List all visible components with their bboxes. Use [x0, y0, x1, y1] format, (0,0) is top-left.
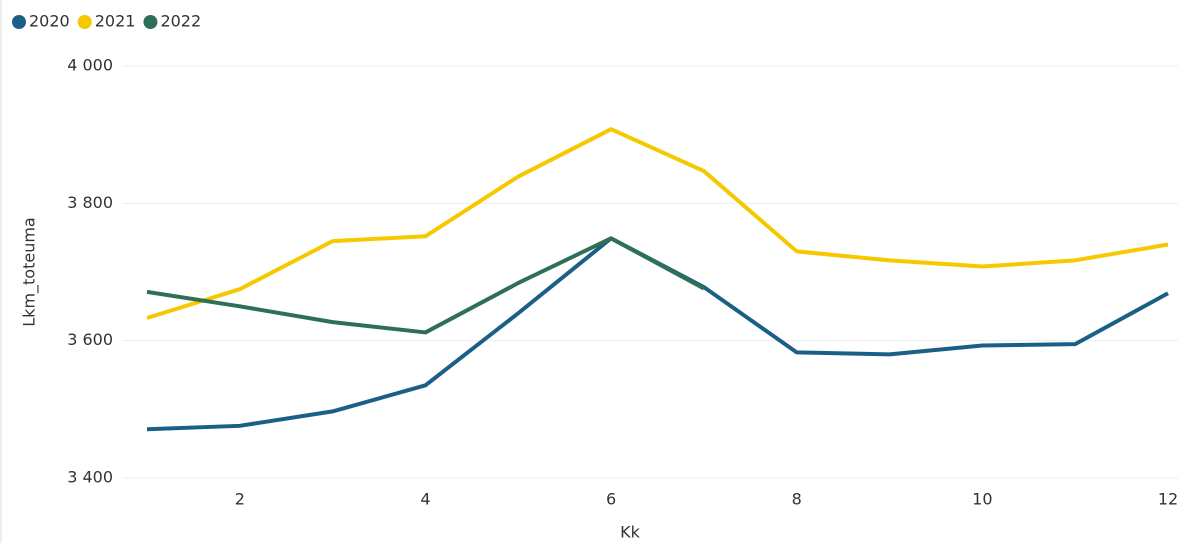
x-tick-label: 12 [1158, 490, 1178, 509]
x-tick-label: 10 [972, 490, 992, 509]
y-tick-label: 3 800 [67, 193, 113, 212]
legend-marker [77, 15, 92, 29]
y-axis-label: Lkm_toteuma [20, 217, 40, 326]
y-tick-label: 4 000 [67, 56, 113, 75]
x-tick-label: 4 [420, 490, 430, 509]
legend-label: 2022 [160, 12, 201, 31]
series-line [146, 236, 1169, 432]
y-tick-label: 3 400 [67, 468, 113, 487]
legend-marker [12, 15, 26, 29]
series-line [146, 127, 1169, 320]
x-tick-label: 8 [792, 490, 802, 509]
x-axis-label: Kk [620, 523, 640, 542]
legend-label: 2020 [29, 12, 70, 31]
series-line [146, 236, 705, 335]
legend-label: 2021 [95, 12, 136, 31]
legend-marker [143, 15, 158, 29]
x-tick-label: 2 [235, 490, 245, 509]
x-tick-label: 6 [606, 490, 616, 509]
y-tick-label: 3 600 [67, 330, 113, 349]
